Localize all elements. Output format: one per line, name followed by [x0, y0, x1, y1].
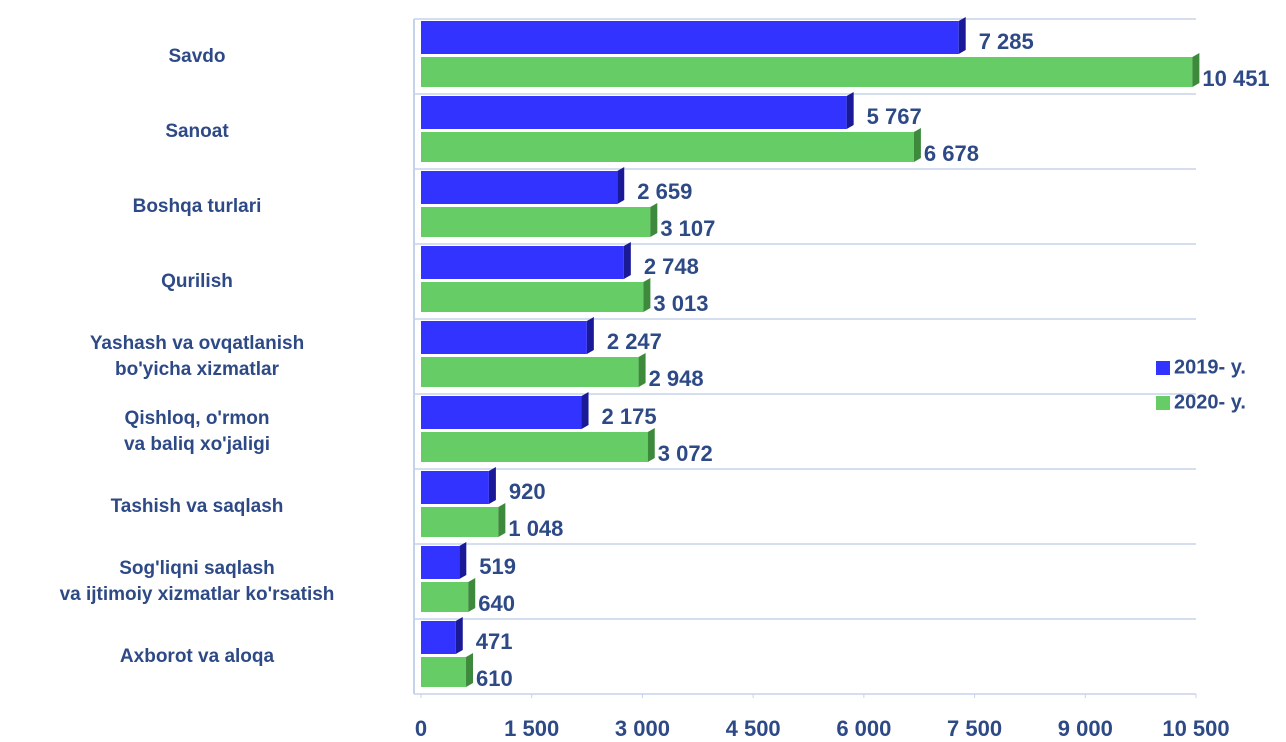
x-tick-label: 6 000: [836, 716, 891, 741]
bar-side: [466, 653, 474, 687]
category-label: Yashash va ovqatlanish bo'yicha xizmatla…: [89, 332, 305, 380]
value-label: 3 107: [660, 216, 715, 241]
value-label: 640: [478, 591, 515, 616]
bar-side: [647, 428, 655, 462]
x-tick-label: 0: [415, 716, 427, 741]
bar: [421, 96, 847, 129]
bar: [421, 582, 469, 612]
bar-side: [638, 353, 646, 387]
bar: [421, 621, 456, 654]
bar: [421, 546, 460, 579]
category-label: Savdo: [168, 45, 226, 67]
value-label: 2 247: [607, 329, 662, 354]
legend-swatch: [1156, 361, 1170, 375]
value-label: 471: [476, 629, 513, 654]
category-label: Sanoat: [165, 120, 229, 142]
value-label: 3 013: [653, 291, 708, 316]
bar-side: [958, 17, 966, 54]
category-label: Qurilish: [161, 270, 233, 292]
value-label: 920: [509, 479, 546, 504]
bar-side: [643, 278, 651, 312]
bar-side: [459, 542, 467, 579]
value-label: 2 659: [637, 179, 692, 204]
bar-side: [1192, 53, 1200, 87]
bar-side: [498, 503, 506, 537]
bar-side: [455, 617, 463, 654]
category-label: Qishloq, o'rmon va baliq xo'jaligi: [123, 407, 270, 455]
value-label: 2 748: [644, 254, 699, 279]
bar-side: [623, 242, 631, 279]
legend-label: 2020- y.: [1174, 391, 1246, 413]
bar-side: [581, 392, 589, 429]
value-label: 2 948: [649, 366, 704, 391]
category-label: Tashish va saqlash: [110, 495, 284, 517]
bar: [421, 246, 624, 279]
x-tick-label: 9 000: [1058, 716, 1113, 741]
bar: [421, 507, 499, 537]
value-label: 519: [479, 554, 516, 579]
bar: [421, 396, 582, 429]
value-label: 3 072: [658, 441, 713, 466]
value-label: 1 048: [508, 516, 563, 541]
bar-side: [913, 128, 921, 162]
category-label: Axborot va aloqa: [119, 645, 275, 667]
bar-side: [617, 167, 625, 204]
x-tick-label: 4 500: [726, 716, 781, 741]
bar: [421, 171, 618, 204]
category-label: Sog'liqni saqlash va ijtimoiy xizmatlar …: [59, 557, 335, 605]
legend-swatch: [1156, 396, 1170, 410]
value-label: 610: [476, 666, 513, 691]
bar: [421, 471, 489, 504]
bar: [421, 132, 914, 162]
x-tick-label: 1 500: [504, 716, 559, 741]
bar-side: [488, 467, 496, 504]
legend-label: 2019- y.: [1174, 356, 1246, 378]
bar: [421, 282, 644, 312]
bar: [421, 207, 651, 237]
bar: [421, 432, 648, 462]
bar-side: [650, 203, 658, 237]
x-tick-label: 10 500: [1162, 716, 1229, 741]
value-label: 10 451: [1202, 66, 1269, 91]
bar: [421, 21, 959, 54]
bar: [421, 357, 639, 387]
bar-side: [586, 317, 594, 354]
bar: [421, 321, 587, 354]
bar-side: [846, 92, 854, 129]
x-tick-label: 7 500: [947, 716, 1002, 741]
bar-side: [468, 578, 476, 612]
value-label: 6 678: [924, 141, 979, 166]
bar: [421, 57, 1193, 87]
value-label: 5 767: [867, 104, 922, 129]
bar: [421, 657, 467, 687]
category-label: Boshqa turlari: [132, 195, 262, 217]
x-tick-label: 3 000: [615, 716, 670, 741]
value-label: 2 175: [602, 404, 657, 429]
value-label: 7 285: [979, 29, 1034, 54]
